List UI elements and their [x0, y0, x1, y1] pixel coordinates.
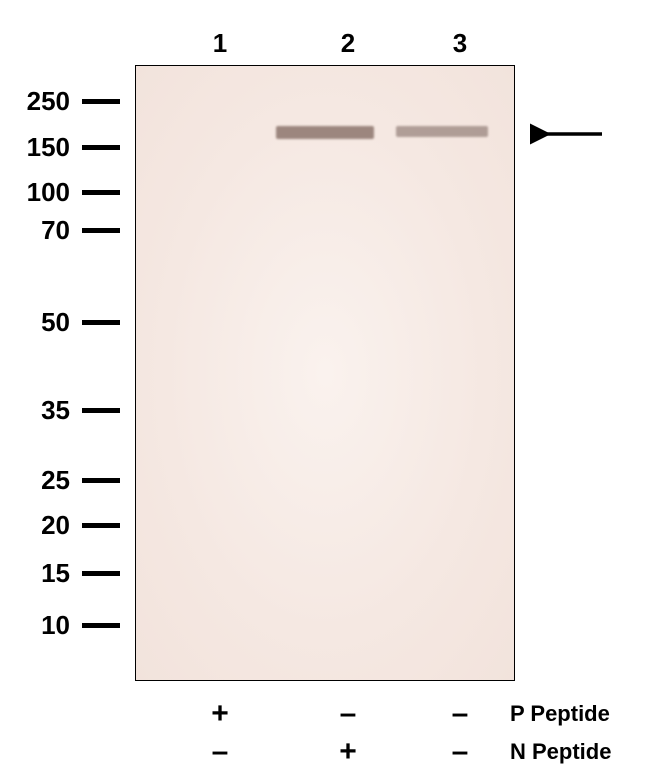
peptide-label-p-peptide: P Peptide	[510, 701, 610, 727]
western-blot-figure: 123 25015010070503525201510 +––P Peptide…	[0, 0, 650, 784]
peptide-symbol-row0-lane2: –	[328, 697, 368, 731]
peptide-symbol-row1-lane1: –	[200, 735, 240, 769]
peptide-symbol-row0-lane3: –	[440, 697, 480, 731]
peptide-symbol-row0-lane1: +	[200, 697, 240, 731]
peptide-label-n-peptide: N Peptide	[510, 739, 611, 765]
peptide-symbol-row1-lane3: –	[440, 735, 480, 769]
peptide-table: + – – P Peptide – + – N Peptide	[0, 0, 650, 784]
peptide-symbol-row1-lane2: +	[328, 735, 368, 769]
